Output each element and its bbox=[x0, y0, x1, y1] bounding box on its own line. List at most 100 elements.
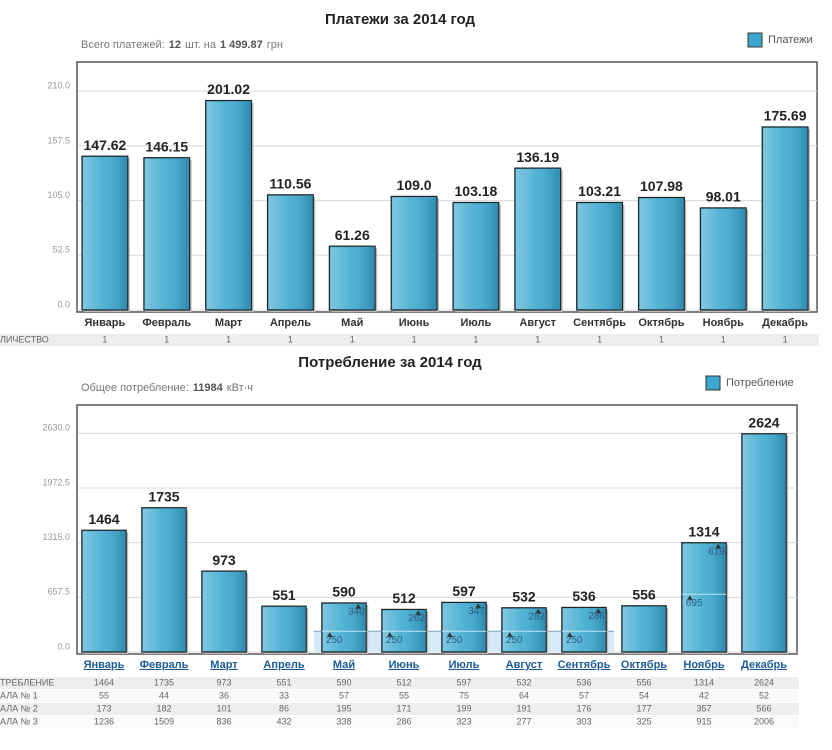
table-cell: 1 bbox=[226, 334, 231, 344]
table-cell: 1 bbox=[535, 334, 540, 344]
value-label: 590 bbox=[332, 584, 356, 600]
bar-shine bbox=[701, 208, 746, 309]
value-label: 98.01 bbox=[706, 189, 741, 205]
table-cell: 64 bbox=[519, 690, 529, 700]
x-tick-label: Февраль bbox=[142, 317, 191, 329]
category-link[interactable]: Июль bbox=[449, 659, 480, 671]
segment-marker bbox=[326, 632, 333, 638]
table-cell: 590 bbox=[336, 677, 351, 687]
segment-marker bbox=[686, 595, 693, 601]
category-link[interactable]: Март bbox=[210, 659, 238, 671]
segment-label: 347 bbox=[468, 606, 485, 617]
table-cell: 55 bbox=[399, 690, 409, 700]
category-link[interactable]: Январь bbox=[84, 659, 125, 671]
table-row bbox=[0, 703, 799, 715]
bar-shine bbox=[622, 606, 666, 651]
table-cell: 836 bbox=[216, 716, 231, 726]
table-cell: 1 bbox=[412, 334, 417, 344]
table-cell: 1 bbox=[659, 334, 664, 344]
chart-title: Платежи за 2014 год bbox=[325, 11, 475, 28]
bar-shine bbox=[202, 572, 246, 651]
category-link[interactable]: Июнь bbox=[389, 659, 420, 671]
value-label: 61.26 bbox=[335, 227, 370, 243]
y-tick-label: 1315.0 bbox=[42, 532, 70, 542]
legend-swatch bbox=[705, 375, 721, 391]
summary-part: кВт·ч bbox=[227, 382, 253, 394]
category-link[interactable]: Август bbox=[506, 659, 543, 671]
table-cell: 323 bbox=[456, 716, 471, 726]
bar-shine bbox=[82, 531, 126, 651]
table-cell: 556 bbox=[636, 677, 651, 687]
y-tick-label: 0.0 bbox=[57, 641, 70, 651]
bar-shine bbox=[322, 603, 366, 651]
category-link[interactable]: Октябрь bbox=[621, 659, 667, 671]
value-label: 109.0 bbox=[397, 177, 432, 193]
category-link[interactable]: Февраль bbox=[140, 659, 189, 671]
x-tick-label: Июль bbox=[461, 317, 492, 329]
x-tick-label: Июнь bbox=[399, 317, 430, 329]
table-cell: 195 bbox=[336, 703, 351, 713]
segment-marker bbox=[535, 608, 542, 614]
x-tick-label: Сентябрь bbox=[573, 317, 626, 329]
table-cell: 86 bbox=[279, 703, 289, 713]
table-cell: 1 bbox=[102, 334, 107, 344]
table-cell: 36 bbox=[219, 690, 229, 700]
bar-shine bbox=[763, 127, 807, 309]
bar-shine bbox=[515, 169, 560, 309]
row-label: АЛА № 1 bbox=[0, 690, 38, 700]
row-label: ТРЕБЛЕНИЕ bbox=[0, 677, 54, 687]
legend-label: Платежи bbox=[768, 34, 813, 46]
summary-part: Всего платежей: bbox=[81, 39, 165, 51]
table-cell: 44 bbox=[159, 690, 169, 700]
table-cell: 286 bbox=[396, 716, 411, 726]
table-cell: 973 bbox=[216, 677, 231, 687]
table-cell: 915 bbox=[696, 716, 711, 726]
value-label: 551 bbox=[272, 587, 296, 603]
y-tick-label: 210.0 bbox=[47, 81, 70, 91]
table-cell: 1509 bbox=[154, 716, 174, 726]
y-tick-label: 0.0 bbox=[57, 299, 70, 309]
table-cell: 55 bbox=[99, 690, 109, 700]
table-cell: 551 bbox=[276, 677, 291, 687]
y-tick-label: 1972.5 bbox=[42, 477, 70, 487]
table-cell: 1 bbox=[473, 334, 478, 344]
table-cell: 1314 bbox=[694, 677, 714, 687]
bar-shine bbox=[392, 197, 436, 309]
summary-part: Общее потребление: bbox=[81, 382, 189, 394]
summary: Общее потребление: 11984 кВт·ч bbox=[81, 382, 253, 394]
bar-shine bbox=[577, 203, 622, 309]
category-link[interactable]: Сентябрь bbox=[558, 659, 611, 671]
row-label: АЛА № 2 bbox=[0, 703, 38, 713]
table-cell: 1 bbox=[350, 334, 355, 344]
segment-label: 250 bbox=[506, 635, 523, 646]
value-label: 1464 bbox=[88, 511, 119, 527]
bar-shine bbox=[330, 247, 375, 309]
value-label: 107.98 bbox=[640, 178, 683, 194]
segment-label: 250 bbox=[326, 635, 343, 646]
value-label: 103.18 bbox=[455, 183, 498, 199]
category-link[interactable]: Ноябрь bbox=[683, 659, 724, 671]
segment-label: 619 bbox=[708, 546, 725, 557]
table-cell: 325 bbox=[636, 716, 651, 726]
table-row bbox=[0, 690, 799, 702]
table-cell: 1464 bbox=[94, 677, 114, 687]
row-label: ЛИЧЕСТВО bbox=[0, 334, 49, 344]
segment-marker bbox=[415, 610, 422, 616]
segment-marker bbox=[715, 543, 722, 549]
category-link[interactable]: Апрель bbox=[263, 659, 304, 671]
x-tick-label: Май bbox=[341, 317, 363, 329]
category-link[interactable]: Декабрь bbox=[741, 659, 787, 671]
x-tick-label: Март bbox=[215, 317, 243, 329]
plot-area bbox=[76, 404, 798, 655]
table-cell: 1 bbox=[597, 334, 602, 344]
x-tick-label: Октябрь bbox=[638, 317, 684, 329]
segment-label: 250 bbox=[386, 635, 403, 646]
segment-marker bbox=[566, 632, 573, 638]
y-tick-label: 52.5 bbox=[52, 245, 70, 255]
table-cell: 182 bbox=[156, 703, 171, 713]
bar-shine bbox=[639, 198, 684, 309]
bar-shine bbox=[454, 203, 498, 309]
table-cell: 1 bbox=[783, 334, 788, 344]
category-link[interactable]: Май bbox=[333, 659, 355, 671]
